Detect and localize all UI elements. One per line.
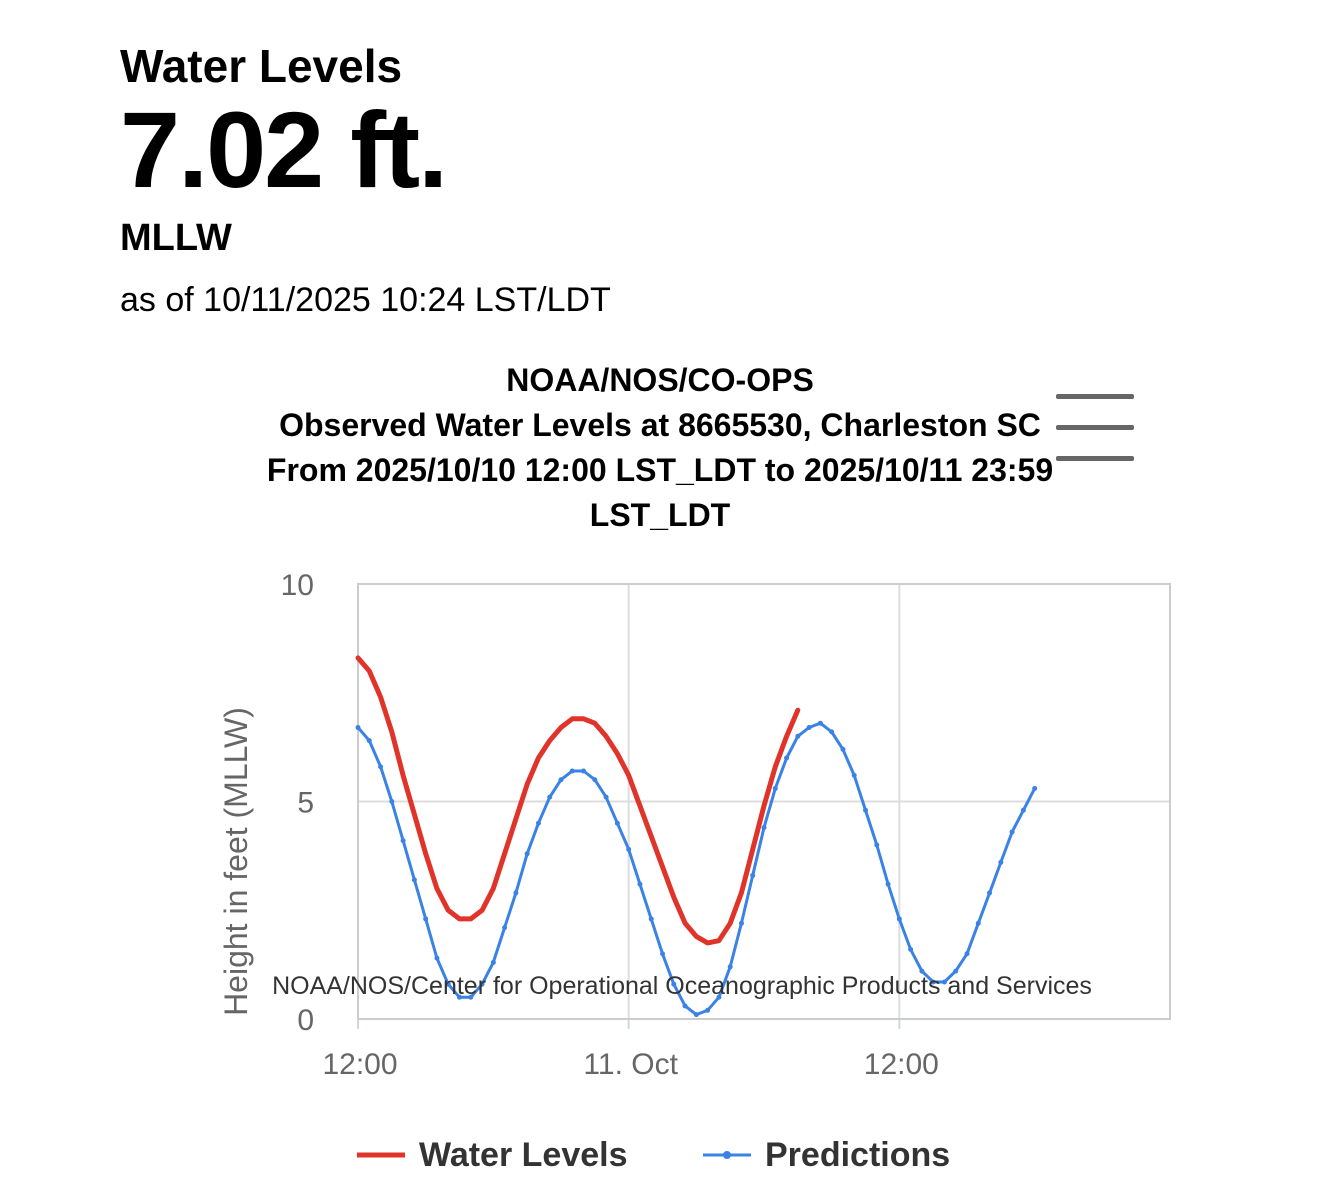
prediction-point bbox=[366, 738, 372, 744]
legend-item-water-levels[interactable]: Water Levels bbox=[357, 1132, 657, 1180]
prediction-point bbox=[874, 842, 880, 848]
datum-label: MLLW bbox=[120, 217, 232, 259]
prediction-point bbox=[998, 859, 1004, 865]
y-tick-label: 10 bbox=[281, 569, 314, 602]
prediction-point bbox=[817, 720, 823, 726]
chart-title-line: LST_LDT bbox=[589, 497, 731, 533]
hamburger-icon bbox=[1056, 394, 1134, 399]
prediction-point bbox=[964, 951, 970, 957]
y-axis-label: Height in feet (MLLW) bbox=[218, 707, 254, 1016]
prediction-point bbox=[896, 916, 902, 922]
as-of-timestamp: as of 10/11/2025 10:24 LST/LDT bbox=[120, 281, 611, 319]
prediction-point bbox=[648, 916, 654, 922]
prediction-point bbox=[400, 838, 406, 844]
chart-legend: Water Levels Predictions bbox=[0, 1132, 1320, 1182]
prediction-point bbox=[784, 755, 790, 761]
prediction-point bbox=[941, 979, 947, 985]
prediction-point bbox=[761, 825, 767, 831]
prediction-point bbox=[411, 877, 417, 883]
prediction-point bbox=[423, 916, 429, 922]
prediction-point bbox=[1009, 829, 1015, 835]
legend-item-predictions[interactable]: Predictions bbox=[703, 1132, 983, 1180]
prediction-point bbox=[502, 925, 508, 931]
prediction-point bbox=[558, 777, 564, 783]
prediction-point bbox=[1020, 807, 1026, 813]
prediction-point bbox=[750, 872, 756, 878]
prediction-point bbox=[705, 1007, 711, 1013]
prediction-point bbox=[908, 946, 914, 952]
x-tick-label: 12:00 bbox=[864, 1048, 939, 1081]
plot-border bbox=[357, 583, 1171, 1020]
prediction-point bbox=[682, 1003, 688, 1009]
y-tick-label: 0 bbox=[297, 1004, 314, 1037]
prediction-point bbox=[806, 725, 812, 731]
prediction-point bbox=[626, 846, 632, 852]
prediction-point bbox=[953, 968, 959, 974]
chart-title: NOAA/NOS/CO-OPS Observed Water Levels at… bbox=[160, 358, 1160, 538]
prediction-point bbox=[975, 920, 981, 926]
chart-title-line: From 2025/10/10 12:00 LST_LDT to 2025/10… bbox=[266, 452, 1054, 488]
chart-title-line: NOAA/NOS/CO-OPS bbox=[506, 362, 814, 398]
prediction-point bbox=[693, 1012, 699, 1018]
prediction-point bbox=[389, 799, 395, 804]
prediction-point bbox=[919, 968, 925, 974]
prediction-point bbox=[581, 768, 587, 774]
prediction-point bbox=[569, 768, 575, 774]
prediction-point bbox=[930, 979, 936, 985]
y-tick-label: 5 bbox=[297, 787, 314, 820]
series-line-water-levels bbox=[355, 655, 801, 946]
legend-line-icon bbox=[703, 1151, 751, 1159]
prediction-point bbox=[637, 881, 643, 887]
prediction-point bbox=[378, 764, 384, 770]
prediction-point bbox=[795, 733, 801, 739]
prediction-point bbox=[535, 820, 541, 826]
prediction-point bbox=[840, 746, 846, 752]
prediction-point bbox=[660, 951, 665, 957]
hamburger-icon bbox=[1056, 425, 1134, 430]
prediction-point bbox=[445, 981, 451, 987]
prediction-point bbox=[829, 729, 835, 735]
prediction-point bbox=[1032, 785, 1038, 791]
chart-title-line: Observed Water Levels at 8665530, Charle… bbox=[279, 407, 1041, 443]
header: Water Levels 7.02 ft. MLLW as of 10/11/2… bbox=[120, 38, 611, 322]
legend-label: Predictions bbox=[765, 1136, 951, 1174]
prediction-point bbox=[716, 994, 722, 1000]
prediction-point bbox=[772, 785, 778, 791]
chart-menu-button[interactable] bbox=[1054, 392, 1136, 464]
prediction-point bbox=[490, 959, 496, 965]
prediction-point bbox=[547, 794, 553, 800]
prediction-point bbox=[592, 777, 598, 783]
prediction-point bbox=[457, 994, 462, 1000]
prediction-point bbox=[738, 920, 744, 926]
prediction-point bbox=[863, 807, 868, 813]
prediction-point bbox=[885, 881, 891, 887]
x-tick-label: 11. Oct bbox=[583, 1048, 678, 1081]
page-title: Water Levels bbox=[120, 40, 403, 92]
prediction-point bbox=[614, 820, 620, 826]
prediction-point bbox=[987, 890, 993, 896]
hamburger-icon bbox=[1056, 456, 1134, 461]
x-tick-label: 12:00 bbox=[322, 1048, 397, 1081]
legend-line-icon bbox=[357, 1152, 405, 1158]
prediction-point bbox=[603, 794, 609, 800]
prediction-point bbox=[524, 851, 530, 857]
prediction-point bbox=[479, 981, 485, 987]
prediction-point bbox=[851, 772, 857, 778]
water-level-value: 7.02 ft. bbox=[120, 89, 448, 210]
prediction-point bbox=[513, 890, 519, 896]
prediction-point bbox=[355, 725, 361, 731]
water-level-chart: 0 5 10 12:00 11. Oct 12:00 Height in feet (MLL… bbox=[218, 569, 1171, 1081]
credits-text: NOAA/NOS/Center for Operational Oceanogr… bbox=[272, 972, 1092, 1000]
legend-label: Water Levels bbox=[419, 1136, 628, 1174]
prediction-point bbox=[671, 981, 677, 987]
prediction-point bbox=[727, 964, 733, 970]
prediction-point bbox=[434, 955, 440, 961]
prediction-point bbox=[468, 994, 474, 1000]
